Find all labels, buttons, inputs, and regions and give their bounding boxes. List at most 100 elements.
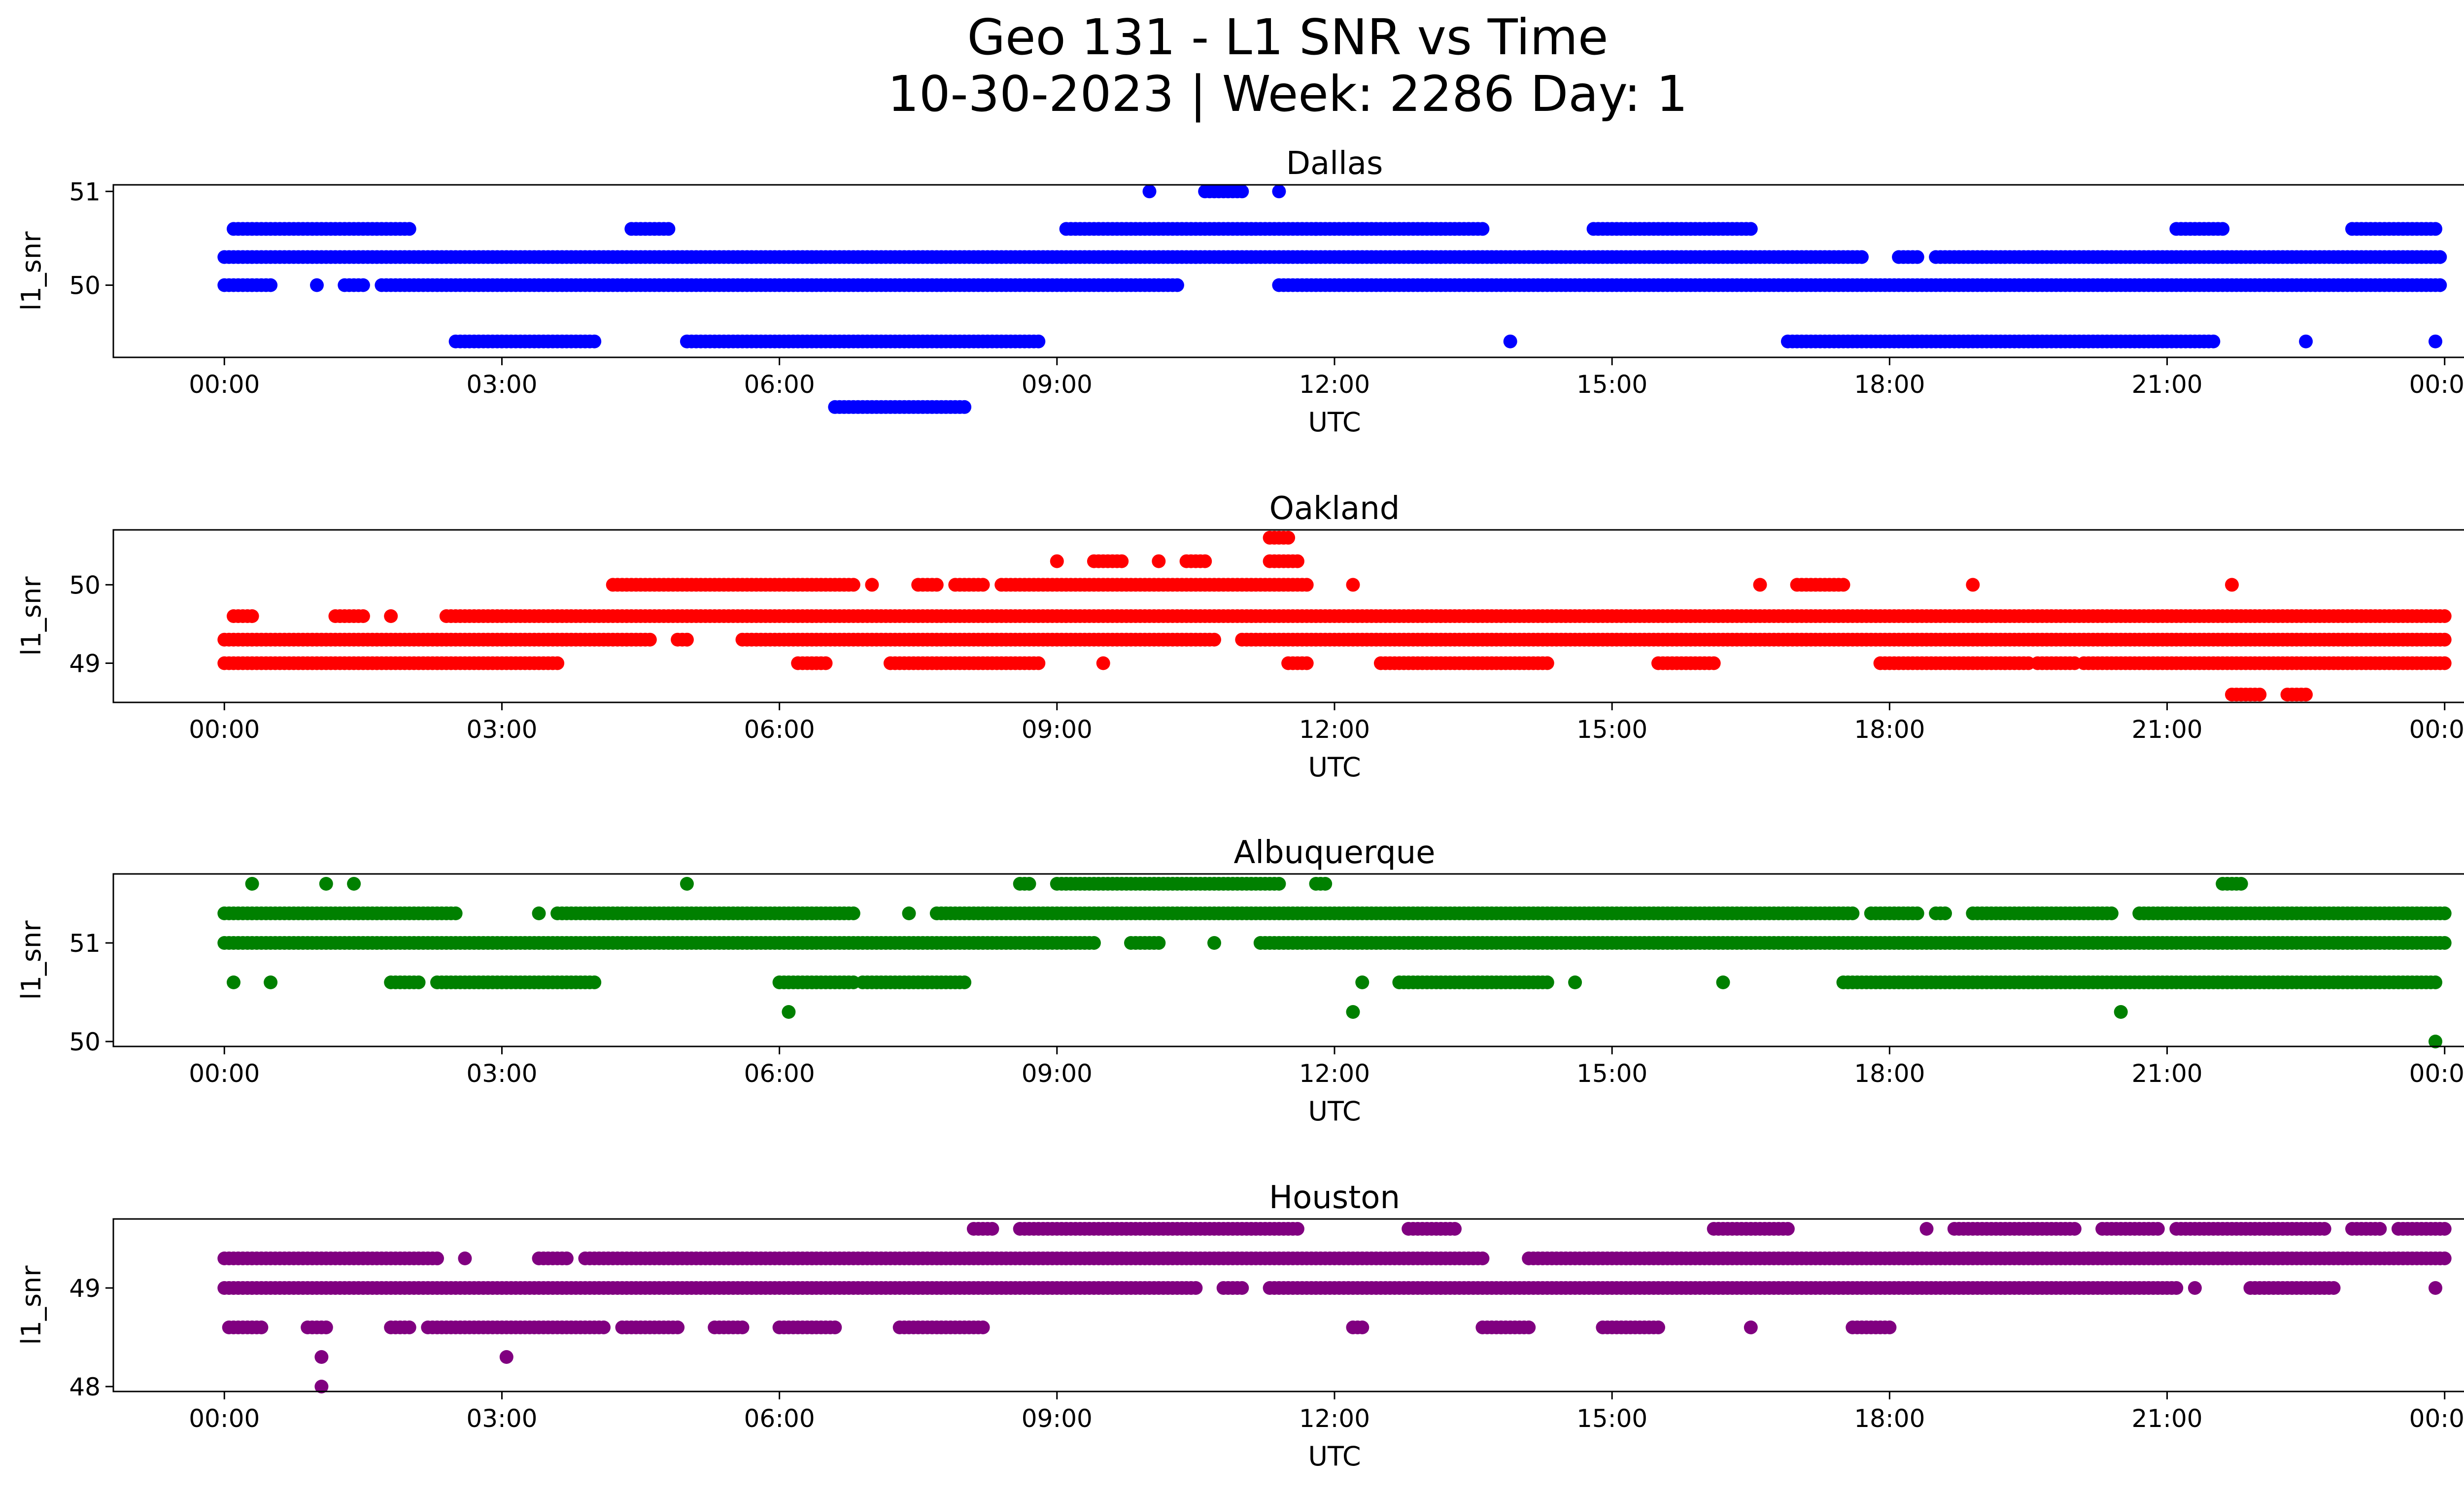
oakland-point [1198, 554, 1212, 568]
albuquerque-point [2234, 877, 2248, 891]
dallas-point [2299, 334, 2313, 348]
dallas-point [587, 334, 602, 348]
oakland-point [1290, 554, 1304, 568]
albuquerque-x-tick-label: 15:00 [1576, 1059, 1647, 1088]
albuquerque-point [1716, 975, 1730, 989]
dallas-x-tick-label: 06:00 [744, 370, 815, 399]
albuquerque-point [902, 906, 916, 920]
albuquerque-x-tick-label: 06:00 [744, 1059, 815, 1088]
albuquerque-point [2104, 906, 2119, 920]
dallas-point [1235, 184, 1249, 199]
oakland-x-tick-label: 18:00 [1854, 715, 1925, 744]
albuquerque-point [2429, 1035, 2442, 1048]
oakland-point [1031, 656, 1046, 670]
oakland-x-tick-label: 00:00 [2409, 715, 2464, 744]
dallas-x-tick-label: 09:00 [1022, 370, 1093, 399]
houston-point [1189, 1281, 1203, 1295]
dallas-point [661, 222, 676, 236]
houston-point [559, 1252, 574, 1265]
houston-points [217, 1222, 2452, 1393]
houston-point [1882, 1321, 1897, 1334]
oakland-point [1540, 656, 1554, 670]
albuquerque-y-tick-label: 51 [69, 929, 101, 958]
oakland-point [2299, 688, 2313, 702]
dallas-point [1031, 334, 1046, 348]
oakland-x-tick-label: 12:00 [1299, 715, 1370, 744]
oakland-point [356, 609, 370, 623]
oakland-point [846, 578, 860, 592]
oakland-point [384, 609, 398, 623]
dallas-point [1503, 334, 1517, 348]
dallas-panel-title: Dallas [1286, 145, 1383, 182]
albuquerque-point [1272, 877, 1286, 891]
albuquerque-point [782, 1005, 796, 1019]
oakland-point [1152, 554, 1166, 568]
oakland-point [1096, 656, 1110, 670]
dallas-x-tick-label: 00:00 [2409, 370, 2464, 399]
oakland-x-axis-label: UTC [1308, 752, 1361, 783]
albuquerque-point [264, 975, 278, 989]
albuquerque-y-tick-label: 50 [69, 1028, 101, 1056]
albuquerque-x-axis-label: UTC [1308, 1096, 1361, 1127]
oakland-points [217, 530, 2452, 702]
dallas-x-tick-label: 03:00 [466, 370, 537, 399]
albuquerque-point [411, 975, 426, 989]
houston-point [2429, 1281, 2442, 1295]
oakland-point [245, 609, 259, 623]
albuquerque-point [680, 877, 694, 891]
dallas-y-tick-label: 50 [69, 272, 101, 300]
dallas-point [1475, 222, 1490, 236]
albuquerque-x-tick-label: 18:00 [1854, 1059, 1925, 1088]
oakland-point [550, 656, 565, 670]
dallas-x-tick-label: 00:00 [189, 370, 260, 399]
oakland-y-axis-label: l1_snr [16, 576, 47, 656]
dallas-point [402, 222, 416, 236]
dallas-point [1855, 250, 1869, 264]
oakland-point [1836, 578, 1850, 592]
dallas-y-axis-label: l1_snr [16, 231, 47, 311]
houston-point [828, 1321, 842, 1334]
oakland-point [1346, 578, 1360, 592]
oakland-point [2437, 632, 2452, 647]
houston-point [402, 1321, 416, 1334]
dallas-point [356, 278, 370, 292]
albuquerque-point [2437, 906, 2452, 920]
houston-point [671, 1321, 685, 1334]
oakland-point [1753, 578, 1767, 592]
dallas-point [1170, 278, 1184, 292]
albuquerque-x-tick-label: 00:00 [2409, 1059, 2464, 1088]
albuquerque-point [1355, 975, 1369, 989]
oakland-panel-title: Oakland [1269, 490, 1400, 527]
oakland-point [680, 632, 694, 647]
oakland-point [1966, 578, 1980, 592]
oakland-point [819, 656, 833, 670]
houston-point [254, 1321, 269, 1334]
oakland-point [1207, 632, 1221, 647]
dallas-point [2216, 222, 2230, 236]
albuquerque-point [1087, 936, 1101, 950]
dallas-points [217, 184, 2447, 414]
houston-point [1355, 1321, 1369, 1334]
albuquerque-point [1022, 877, 1036, 891]
oakland-point [1050, 554, 1064, 568]
houston-point [314, 1350, 329, 1364]
oakland-x-tick-label: 21:00 [2131, 715, 2202, 744]
albuquerque-point [448, 906, 463, 920]
dallas-point [1910, 250, 1924, 264]
albuquerque-point [532, 906, 546, 920]
houston-point [735, 1321, 750, 1334]
albuquerque-point [347, 877, 361, 891]
albuquerque-x-tick-label: 12:00 [1299, 1059, 1370, 1088]
houston-point [976, 1321, 990, 1334]
dallas-point [2429, 334, 2442, 348]
oakland-point [1300, 656, 1314, 670]
figure-title-line1: Geo 131 - L1 SNR vs Time [967, 8, 1608, 66]
oakland-point [1281, 530, 1296, 545]
albuquerque-point [1207, 936, 1221, 950]
albuquerque-point [2114, 1005, 2128, 1019]
figure-title-line2: 10-30-2023 | Week: 2286 Day: 1 [888, 65, 1687, 123]
